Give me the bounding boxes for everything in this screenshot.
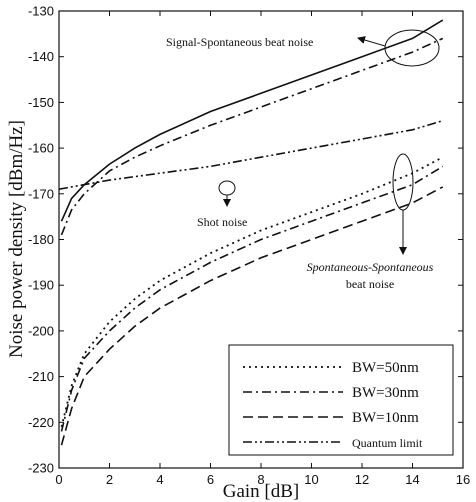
annotation-shot-noise: Shot noise (197, 180, 247, 229)
y-tick-group: -130 -140 -150 -160 -170 -180 -190 -200 -210 -220… (28, 4, 463, 476)
legend-items: BW=50nm BW=30nm BW=10nm Quantum limit (243, 360, 423, 450)
legend-box (228, 344, 454, 456)
annotation-spontaneous-spontaneous-text-line1: Spontaneous-Spontaneous (307, 260, 434, 274)
y-tick-label: -180 (28, 232, 54, 247)
series-line-bw-30nm (60, 165, 444, 432)
y-tick-label: -160 (28, 141, 54, 156)
y-axis-label: Noise power density [dBm/Hz] (6, 120, 27, 358)
x-tick-label: 4 (156, 472, 163, 487)
annotation-spontaneous-spontaneous-ellipse (392, 153, 414, 211)
series-line-signal-spontaneous-0 (60, 19, 444, 222)
annotation-shot-noise-ellipse (218, 180, 236, 196)
y-tick-label: -150 (28, 95, 54, 110)
y-tick-label: -210 (28, 369, 54, 384)
y-tick-label: -130 (28, 4, 54, 19)
series-line-bw-10nm (60, 186, 444, 446)
y-tick-label: -220 (28, 415, 54, 430)
legend-label: BW=50nm (352, 360, 419, 376)
x-tick-label: 10 (304, 472, 318, 487)
legend: BW=50nm BW=30nm BW=10nm Quantum limit (228, 344, 454, 456)
legend-label: BW=30nm (352, 385, 419, 401)
series-line-bw-50nm (60, 156, 444, 428)
x-tick-label: 8 (257, 472, 264, 487)
x-tick-label: 2 (106, 472, 113, 487)
annotation-spontaneous-spontaneous: Spontaneous-Spontaneous beat noise (307, 153, 434, 291)
x-tick-label: 12 (355, 472, 369, 487)
x-tick-label: 0 (55, 472, 62, 487)
y-tick-label: -140 (28, 49, 54, 64)
y-tick-label: -190 (28, 278, 54, 293)
annotation-spontaneous-spontaneous-text-line2: beat noise (346, 277, 394, 291)
series-line-signal-spontaneous-1 (60, 37, 444, 236)
x-tick-group: 0 2 4 6 8 10 12 14 16 (55, 11, 470, 487)
annotation-shot-noise-text: Shot noise (197, 215, 247, 229)
x-axis-label: Gain [dB] (223, 481, 300, 502)
annotation-signal-spontaneous-text: Signal-Spontaneous beat noise (166, 35, 313, 49)
series-line-shot-noise-2 (58, 119, 444, 190)
annotation-signal-spontaneous-arrow (357, 36, 386, 47)
y-tick-label: -230 (28, 461, 54, 476)
y-tick-label: -170 (28, 186, 54, 201)
x-tick-label: 6 (207, 472, 214, 487)
series-layer (58, 19, 444, 446)
annotation-signal-spontaneous: Signal-Spontaneous beat noise (166, 29, 440, 67)
x-tick-label: 16 (456, 472, 470, 487)
y-tick-label: -200 (28, 323, 54, 338)
legend-label: Quantum limit (352, 436, 423, 450)
x-tick-label: 14 (405, 472, 419, 487)
legend-label: BW=10nm (352, 410, 419, 426)
annotation-signal-spontaneous-ellipse (384, 29, 440, 67)
